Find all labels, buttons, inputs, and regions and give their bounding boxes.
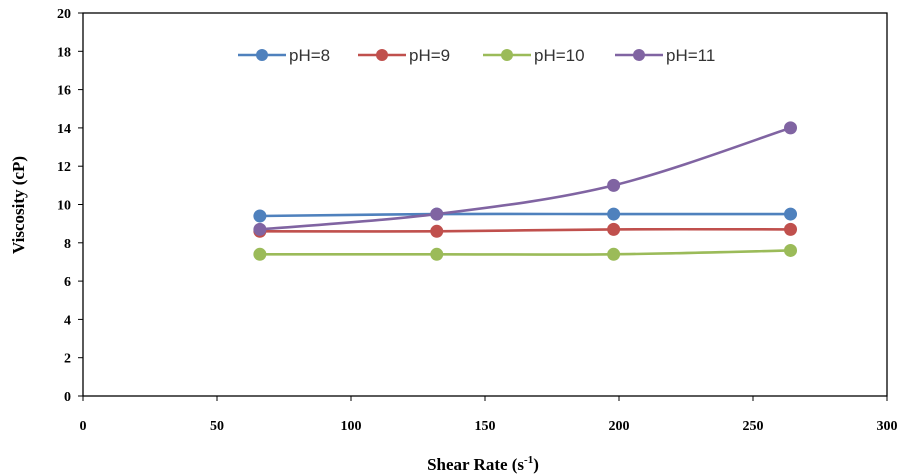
- series-line-3: [259, 126, 791, 231]
- y-tick-label-0: 0: [64, 390, 71, 405]
- x-axis-title: Shear Rate (s-1): [427, 454, 539, 474]
- legend-label-1: pH=9: [409, 46, 450, 65]
- legend-label-3: pH=11: [666, 46, 715, 65]
- legend-marker-2: [501, 49, 513, 61]
- data-point-2-3: [784, 243, 798, 257]
- legend: pH=8 pH=9 pH=10 pH=11: [238, 46, 715, 65]
- y-tick-label-8: 16: [57, 84, 71, 99]
- data-point-3-3: [784, 121, 798, 135]
- y-tick-label-1: 2: [64, 352, 71, 367]
- x-tick-label-0: 0: [80, 419, 87, 434]
- data-point-0-2: [607, 207, 621, 221]
- series-markers: [253, 121, 798, 261]
- y-tick-label-2: 4: [64, 313, 71, 328]
- legend-marker-3: [633, 49, 645, 61]
- y-tick-label-7: 14: [57, 122, 71, 137]
- x-tick-label-5: 250: [743, 419, 764, 434]
- series-line-0: [259, 212, 791, 218]
- legend-marker-0: [256, 49, 268, 61]
- x-tick-label-1: 50: [210, 419, 224, 434]
- data-point-1-2: [607, 222, 621, 236]
- series-lines: [259, 126, 791, 256]
- data-point-0-3: [784, 207, 798, 221]
- data-point-2-1: [430, 247, 444, 261]
- x-axis-title-main: Shear Rate (s: [427, 455, 524, 474]
- y-tick-label-9: 18: [57, 45, 71, 60]
- y-tick-label-5: 10: [57, 199, 71, 214]
- y-tick-label-6: 12: [57, 160, 71, 175]
- y-tick-label-10: 20: [57, 7, 71, 22]
- data-point-3-0: [253, 222, 267, 236]
- series-line-2: [259, 249, 791, 256]
- data-point-2-0: [253, 247, 267, 261]
- series-line-1: [259, 227, 791, 233]
- x-tick-label-2: 100: [341, 419, 362, 434]
- x-axis-title-suffix: ): [533, 455, 539, 474]
- data-point-3-2: [607, 178, 621, 192]
- x-tick-label-4: 200: [609, 419, 630, 434]
- x-axis-title-superscript: -1: [524, 454, 533, 466]
- legend-marker-1: [376, 49, 388, 61]
- x-tick-label-3: 150: [475, 419, 496, 434]
- data-point-3-1: [430, 207, 444, 221]
- data-point-1-1: [430, 224, 444, 238]
- data-point-0-0: [253, 209, 267, 223]
- y-tick-label-4: 8: [64, 237, 71, 252]
- data-point-2-2: [607, 247, 621, 261]
- y-axis-title: Viscosity (cP): [9, 156, 28, 254]
- y-tick-label-3: 6: [64, 275, 71, 290]
- data-point-1-3: [784, 222, 798, 236]
- legend-label-0: pH=8: [289, 46, 330, 65]
- x-tick-label-6: 300: [877, 419, 898, 434]
- legend-label-2: pH=10: [534, 46, 585, 65]
